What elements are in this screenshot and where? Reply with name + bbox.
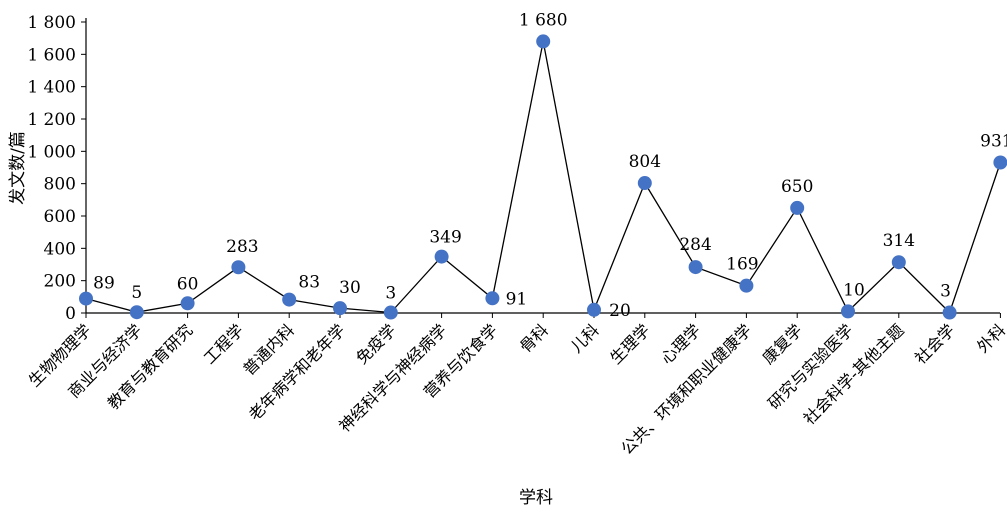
data-point — [536, 34, 551, 49]
y-tick-label: 0 — [65, 304, 76, 324]
y-axis: 0 200 400 600 800 1 000 1 200 1 400 1 600 1 800 — [27, 13, 87, 324]
data-label: 91 — [506, 289, 528, 309]
x-tick-label: 老年病学和老年学 — [245, 320, 349, 424]
x-tick-label: 心理学 — [657, 320, 704, 367]
data-label: 3 — [385, 284, 396, 304]
data-point — [485, 291, 500, 306]
x-tick-label: 社会学 — [911, 320, 958, 367]
data-label: 60 — [177, 274, 199, 294]
data-label: 349 — [429, 228, 461, 248]
data-label: 1 680 — [519, 10, 568, 30]
x-tick-label: 骨科 — [516, 320, 552, 356]
data-point — [587, 302, 601, 317]
data-point — [180, 296, 195, 311]
series-line — [85, 41, 1002, 314]
data-label: 804 — [629, 152, 661, 172]
data-label: 5 — [131, 283, 142, 303]
y-tick-label: 600 — [44, 207, 76, 227]
data-label: 20 — [609, 301, 631, 321]
data-labels: 89 5 60 283 83 30 3 349 91 1 680 20 804 284 169 650 10 3… — [93, 10, 1007, 320]
data-point — [231, 260, 246, 275]
data-label: 931 — [980, 131, 1007, 151]
x-tick-label: 生理学 — [606, 320, 653, 367]
data-point — [383, 305, 398, 320]
data-label: 314 — [883, 231, 915, 251]
data-label: 89 — [93, 274, 115, 294]
x-tick-label: 免疫学 — [352, 320, 399, 367]
data-label: 3 — [940, 282, 951, 302]
data-label: 83 — [298, 273, 320, 293]
y-tick-label: 400 — [44, 239, 76, 259]
y-tick-label: 1 000 — [27, 142, 76, 162]
x-axis-title: 学科 — [519, 488, 553, 508]
data-point — [993, 155, 1007, 170]
data-label: 283 — [226, 237, 258, 257]
data-label: 30 — [339, 278, 361, 298]
y-axis-title: 发文数/篇 — [8, 131, 28, 205]
x-tick-label: 外科 — [973, 320, 1007, 356]
data-label: 650 — [781, 177, 813, 197]
data-label: 169 — [726, 255, 758, 275]
x-tick-label: 工程学 — [200, 320, 247, 367]
data-point — [282, 292, 297, 307]
data-point — [790, 200, 805, 215]
y-tick-label: 1 600 — [27, 45, 76, 65]
data-point — [129, 305, 144, 320]
data-point — [434, 249, 449, 264]
data-label: 284 — [679, 235, 711, 255]
y-tick-label: 800 — [44, 175, 76, 195]
y-tick-label: 200 — [44, 272, 76, 292]
y-tick-label: 1 400 — [27, 78, 76, 98]
data-point — [79, 291, 93, 306]
data-point — [942, 305, 957, 320]
y-tick-label: 1 800 — [27, 13, 76, 33]
x-tick-label: 儿科 — [567, 320, 603, 356]
x-tick-label: 康复学 — [759, 320, 806, 367]
data-point — [891, 255, 906, 270]
y-tick-label: 1 200 — [27, 110, 76, 130]
series — [79, 34, 1007, 320]
data-label: 10 — [843, 280, 865, 300]
data-point — [688, 260, 703, 275]
data-point — [333, 301, 347, 316]
data-point — [841, 304, 855, 319]
data-point — [739, 278, 754, 293]
data-point — [637, 176, 652, 191]
